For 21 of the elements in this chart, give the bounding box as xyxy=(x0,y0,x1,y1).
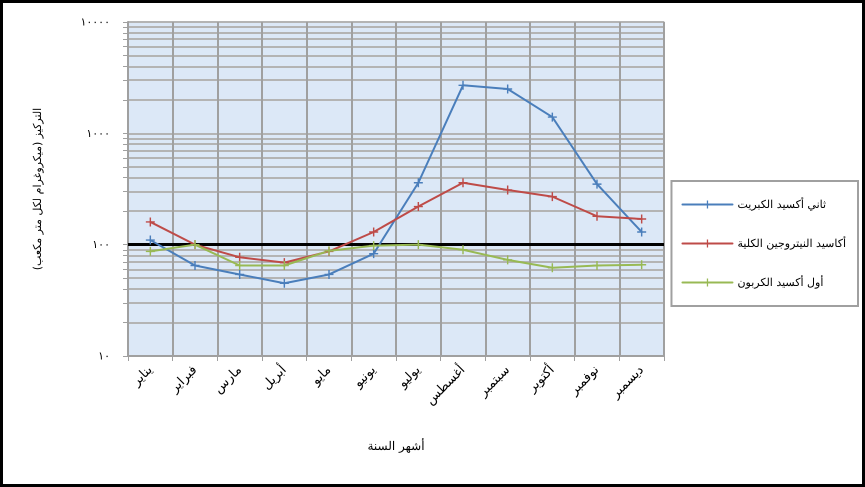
y-tick-label: ١٠ xyxy=(98,350,110,362)
legend-label: ثاني أكسيد الكبريت xyxy=(737,197,826,211)
x-tick-label: سبتمبر xyxy=(475,362,513,400)
y-tick-label: ١٠٠٠٠ xyxy=(80,16,110,28)
x-axis-title: أشهر السنة xyxy=(367,438,425,453)
x-tick-label: ديسمبر xyxy=(608,362,648,402)
x-tick-label: يناير xyxy=(128,362,156,390)
x-tick-label: يوليو xyxy=(394,362,424,392)
y-tick-label: ١٠٠ xyxy=(92,238,110,252)
x-tick-label: أغسطس xyxy=(422,361,468,408)
x-tick-label: مارس xyxy=(210,362,245,397)
x-tick-label: فبراير xyxy=(166,362,200,396)
x-tick-label: نوفمبر xyxy=(566,362,602,399)
y-tick-label: ١٠٠٠ xyxy=(86,126,110,140)
x-tick-label: أكتوبر xyxy=(522,361,558,396)
x-tick-label: أبريل xyxy=(258,361,290,393)
y-axis-title: التركيز (ميكروغرام لكل متر مكعب) xyxy=(31,108,44,270)
legend-label: أكاسيد النيتروجين الكلية xyxy=(737,236,846,250)
x-tick-label: مايو xyxy=(308,362,334,390)
legend-label: أول أكسيد الكربون xyxy=(737,275,824,289)
x-tick-label: يونيو xyxy=(350,362,380,392)
